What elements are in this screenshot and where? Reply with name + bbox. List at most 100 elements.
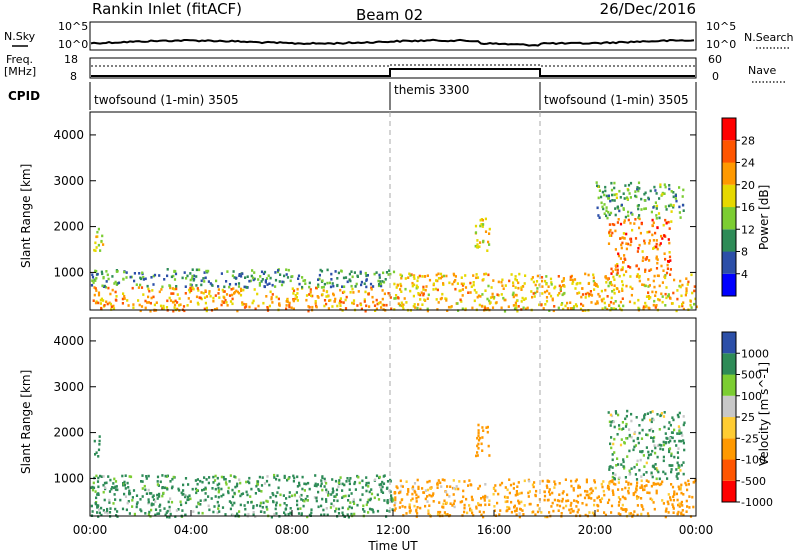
velocity-cell [426, 480, 429, 484]
power-cell [542, 307, 545, 310]
power-cell [604, 189, 607, 193]
velocity-cell [300, 493, 303, 497]
power-cell [603, 193, 606, 197]
velocity-cell [417, 495, 420, 499]
velocity-cell [94, 453, 97, 456]
power-cell [153, 303, 156, 307]
power-cell [228, 285, 231, 289]
velocity-cell [147, 500, 150, 504]
power-cell [605, 206, 608, 209]
power-cell [399, 273, 402, 277]
power-cell [137, 286, 140, 289]
power-cell [373, 304, 377, 307]
velocity-cell [453, 499, 456, 503]
power-cell [189, 272, 192, 275]
power-cell [653, 285, 656, 289]
power-cell [315, 286, 318, 290]
velocity-cell [135, 502, 139, 506]
velocity-cell [333, 499, 336, 502]
power-cell [613, 199, 616, 202]
velocity-cell [672, 507, 675, 510]
velocity-cell [95, 474, 98, 478]
power-cell [160, 288, 163, 291]
velocity-cell [371, 508, 374, 512]
colorbar-swatch [722, 162, 736, 185]
power-cell [203, 296, 207, 299]
velocity-cell [463, 510, 466, 514]
velocity-cell [109, 507, 112, 510]
power-cell [408, 272, 411, 276]
velocity-cell [150, 492, 153, 495]
power-cell [637, 298, 640, 302]
velocity-cell [625, 422, 628, 426]
velocity-cell [221, 506, 225, 509]
velocity-cell [181, 509, 184, 512]
velocity-cell [651, 410, 654, 413]
velocity-cell [140, 509, 143, 513]
power-cell [616, 264, 619, 268]
power-cell [615, 193, 618, 196]
velocity-cell [506, 488, 509, 492]
velocity-cell [678, 432, 681, 435]
power-cell [226, 270, 229, 273]
velocity-colorbar-label: Velocity [m s^-1] [757, 362, 771, 466]
velocity-cell [108, 501, 111, 504]
power-cell [245, 286, 248, 289]
power-cell [637, 247, 640, 250]
power-cell [392, 270, 396, 274]
velocity-cell [227, 491, 230, 495]
power-cell [271, 301, 274, 304]
velocity-cell [180, 503, 183, 507]
velocity-cell [622, 465, 625, 468]
velocity-cell [220, 487, 223, 491]
power-cell [94, 287, 97, 290]
velocity-cell [399, 501, 402, 504]
velocity-cell [667, 441, 670, 444]
velocity-cell [492, 492, 495, 496]
power-cell [95, 235, 98, 239]
power-cell [512, 304, 515, 307]
power-cell [95, 246, 98, 249]
xtick-label: 00:00 [679, 523, 714, 537]
velocity-cell [112, 486, 116, 490]
power-cell [204, 289, 207, 292]
power-cell [620, 268, 623, 272]
power-cell [114, 280, 117, 284]
colorbar-swatch [722, 140, 736, 163]
velocity-cell [576, 510, 579, 514]
velocity-cell [386, 509, 389, 512]
velocity-cell [141, 480, 144, 483]
power-cell [658, 197, 661, 200]
velocity-cell [672, 498, 675, 502]
power-cell [259, 275, 262, 278]
velocity-cell [613, 476, 616, 480]
power-cell [550, 281, 553, 284]
power-cell [142, 276, 145, 279]
velocity-cell [275, 501, 278, 505]
power-cell [331, 282, 334, 285]
velocity-cell [96, 480, 100, 483]
power-cell [422, 288, 425, 291]
velocity-cell [494, 484, 497, 487]
power-cell [442, 282, 445, 285]
power-cell [667, 260, 670, 263]
power-cell [562, 307, 565, 311]
velocity-cell [259, 501, 262, 505]
power-cell [488, 227, 491, 231]
velocity-cell [515, 507, 518, 510]
velocity-cell [372, 510, 375, 514]
power-cell [655, 204, 659, 208]
power-cell [397, 302, 400, 305]
power-cell [590, 293, 593, 296]
velocity-cell [320, 513, 323, 517]
cpid-segment-3: twofsound (1-min) 3505 [544, 93, 689, 107]
power-cell [601, 190, 604, 194]
velocity-cell [186, 498, 189, 502]
velocity-cell [337, 485, 340, 489]
velocity-cell [678, 426, 681, 430]
velocity-cell [315, 496, 318, 500]
velocity-cell [621, 495, 624, 499]
power-cell [603, 212, 606, 215]
power-cell [666, 295, 670, 298]
power-cell [461, 307, 464, 311]
